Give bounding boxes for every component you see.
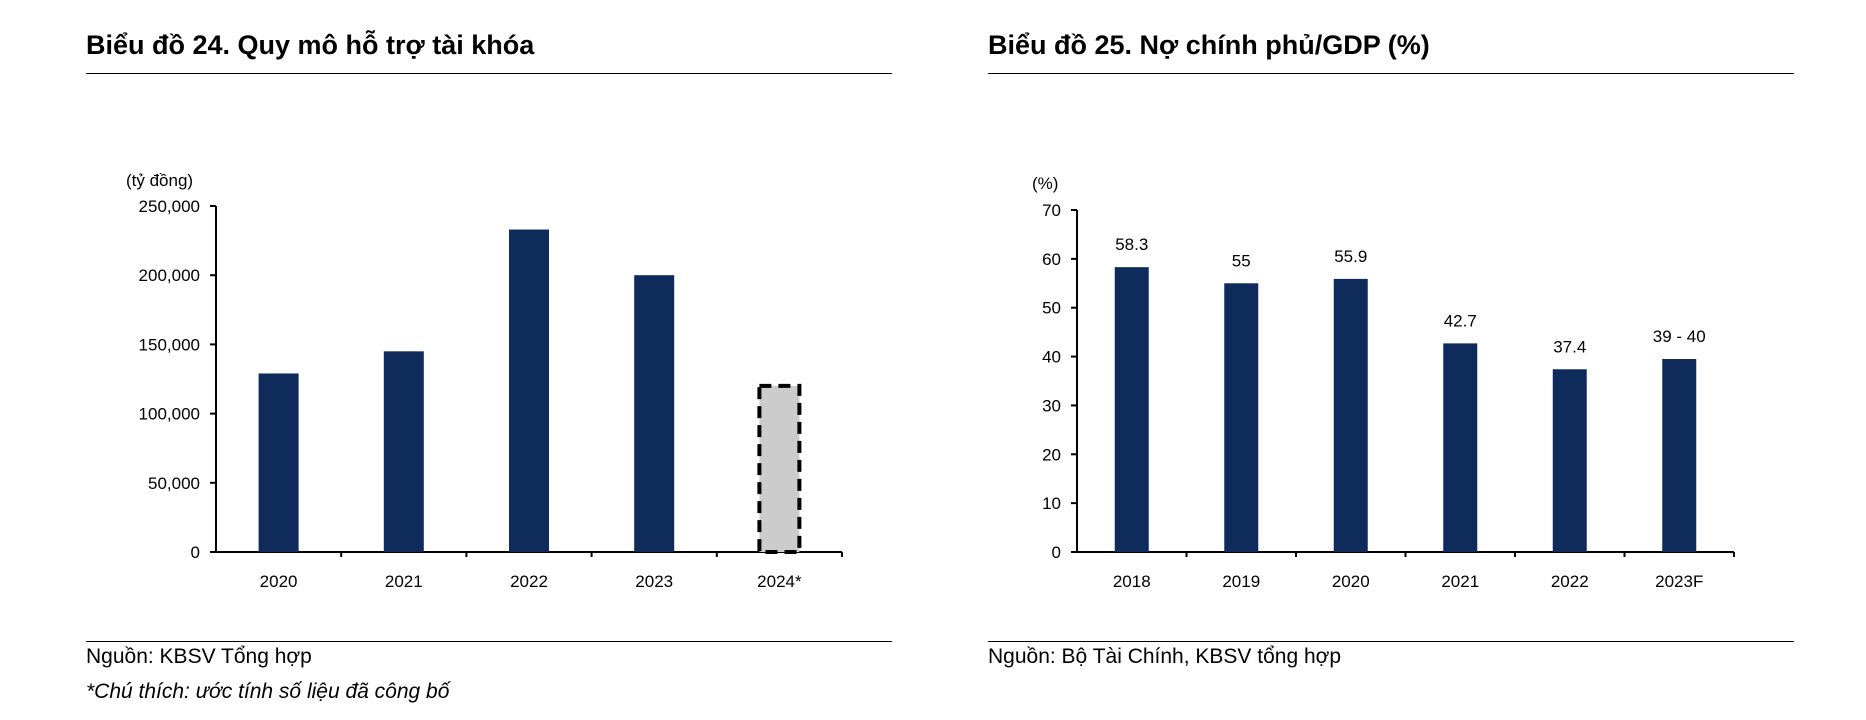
chart-title: Biểu đồ 24. Quy mô hỗ trợ tài khóa <box>86 30 535 60</box>
x-tick-label: 2021 <box>1441 572 1479 591</box>
y-tick-label: 20 <box>1042 445 1061 464</box>
y-tick-label: 100,000 <box>139 405 200 424</box>
y-tick-label: 70 <box>1042 201 1061 220</box>
y-tick-label: 30 <box>1042 396 1061 415</box>
y-tick-label: 50 <box>1042 299 1061 318</box>
x-tick-label: 2019 <box>1222 572 1260 591</box>
source-divider <box>988 641 1794 642</box>
x-tick-label: 2022 <box>510 572 548 591</box>
x-tick-label: 2024* <box>757 572 802 591</box>
bar <box>1662 359 1697 552</box>
title-divider <box>988 73 1794 74</box>
chart-panel-public-debt: Biểu đồ 25. Nợ chính phủ/GDP (%) (%) 0 10 2… <box>988 0 1794 720</box>
y-tick-label: 0 <box>191 543 200 562</box>
y-tick-label: 10 <box>1042 494 1061 513</box>
source-text: Nguồn: KBSV Tổng hợp <box>86 645 312 668</box>
x-tick-label: 2018 <box>1113 572 1151 591</box>
data-label: 37.4 <box>1553 337 1586 356</box>
bar <box>1114 267 1149 552</box>
data-label: 42.7 <box>1444 311 1477 330</box>
source-divider <box>86 641 892 642</box>
data-label: 58.3 <box>1115 235 1148 254</box>
fiscal-support-bar-chart: (tỷ đồng) 0 50,000 100,000 150,000 200,000 250… <box>126 171 843 591</box>
bar <box>1443 343 1478 552</box>
y-axis-unit-label: (%) <box>1032 174 1058 193</box>
x-tick-label: 2023F <box>1655 572 1703 591</box>
bar <box>258 373 299 552</box>
public-debt-bar-chart: (%) 0 10 20 30 40 50 60 70 2018 58.3 2019 55 2020 55.9… <box>1032 174 1735 591</box>
title-divider <box>86 73 892 74</box>
chart-panel-fiscal-support: Biểu đồ 24. Quy mô hỗ trợ tài khóa (tỷ đ… <box>86 0 892 720</box>
bar <box>1333 278 1368 552</box>
y-axis-unit-label: (tỷ đồng) <box>126 171 193 190</box>
x-tick-label: 2023 <box>635 572 673 591</box>
bar <box>1224 283 1259 552</box>
y-tick-label: 40 <box>1042 348 1061 367</box>
x-tick-label: 2022 <box>1551 572 1589 591</box>
bar <box>383 351 424 552</box>
y-tick-label: 60 <box>1042 250 1061 269</box>
y-tick-label: 0 <box>1052 543 1061 562</box>
footnote-text: *Chú thích: ước tính số liệu đã công bố <box>86 680 450 703</box>
bar <box>1552 369 1587 552</box>
data-label: 39 - 40 <box>1653 327 1706 346</box>
data-label: 55 <box>1232 251 1251 270</box>
y-tick-label: 150,000 <box>139 335 200 354</box>
y-tick-label: 250,000 <box>139 197 200 216</box>
bar-estimated <box>757 383 802 555</box>
y-tick-label: 200,000 <box>139 266 200 285</box>
bar <box>509 229 549 552</box>
source-text: Nguồn: Bộ Tài Chính, KBSV tổng hợp <box>988 645 1342 668</box>
x-tick-label: 2020 <box>260 572 298 591</box>
data-label: 55.9 <box>1334 247 1367 266</box>
bar <box>634 275 675 552</box>
y-tick-label: 50,000 <box>148 474 200 493</box>
chart-title: Biểu đồ 25. Nợ chính phủ/GDP (%) <box>988 30 1430 60</box>
x-tick-label: 2020 <box>1332 572 1370 591</box>
x-tick-label: 2021 <box>385 572 423 591</box>
